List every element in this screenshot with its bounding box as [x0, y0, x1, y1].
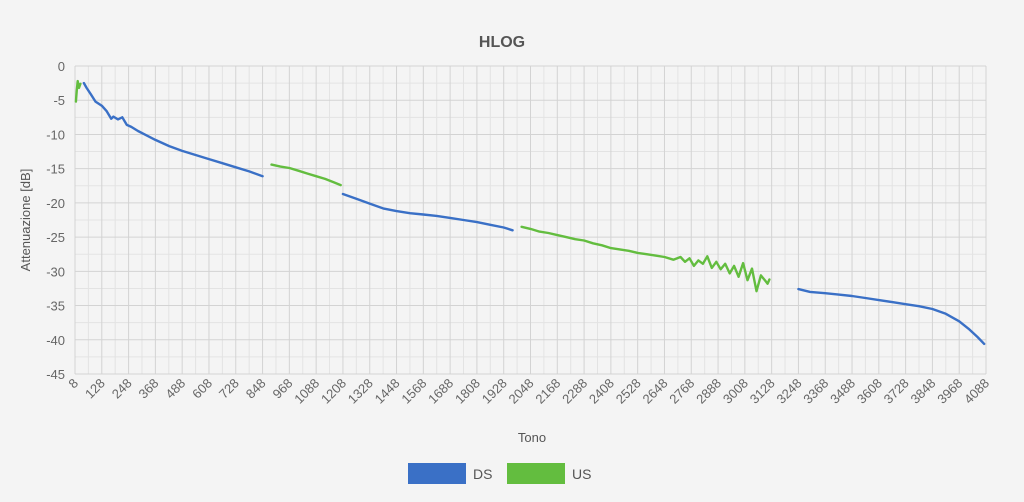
y-tick-label: -25 [46, 230, 65, 245]
legend-item-us[interactable]: US [507, 463, 591, 484]
x-tick-label: 4088 [961, 376, 992, 407]
y-tick-label: -35 [46, 299, 65, 314]
x-tick-label: 488 [162, 376, 188, 402]
grid-lines [74, 65, 987, 375]
x-axis-tick-labels: 8 128 248 368 488 608 728 848 968108812081328144… [65, 376, 992, 407]
x-tick-label: 1088 [291, 376, 322, 407]
x-tick-label: 608 [189, 376, 215, 402]
series-line-us-segment-2 [270, 163, 342, 187]
legend-item-ds[interactable]: DS [408, 463, 492, 484]
x-tick-label: 1928 [479, 376, 510, 407]
y-tick-label: -40 [46, 333, 65, 348]
y-tick-label: -15 [46, 162, 65, 177]
series-line-us-segment-1 [74, 79, 82, 103]
y-tick-label: -5 [53, 93, 65, 108]
x-tick-label: 2288 [559, 376, 590, 407]
x-tick-label: 2768 [666, 376, 697, 407]
x-tick-label: 2648 [640, 376, 671, 407]
x-axis-title: Tono [518, 430, 546, 445]
x-tick-label: 3968 [934, 376, 965, 407]
series-line-ds-segment-1 [82, 81, 264, 178]
x-tick-label: 3488 [827, 376, 858, 407]
legend: DS US [408, 463, 591, 484]
y-tick-label: -20 [46, 196, 65, 211]
x-tick-label: 248 [109, 376, 135, 402]
y-axis-tick-labels: 0 -5 -10 -15 -20 -25 -30 -35 -40 -45 [46, 59, 65, 382]
x-tick-label: 2168 [532, 376, 563, 407]
x-tick-label: 3368 [800, 376, 831, 407]
x-tick-label: 8 [65, 376, 81, 392]
x-tick-label: 128 [82, 376, 108, 402]
series-lines [74, 79, 986, 346]
legend-swatch-ds [408, 463, 466, 484]
x-tick-label: 1328 [345, 376, 376, 407]
x-tick-label: 1568 [398, 376, 429, 407]
x-tick-label: 848 [243, 376, 269, 402]
chart-title: HLOG [479, 34, 525, 51]
y-tick-label: 0 [58, 59, 65, 74]
x-tick-label: 3248 [774, 376, 805, 407]
x-tick-label: 2888 [693, 376, 724, 407]
x-tick-label: 1448 [372, 376, 403, 407]
x-tick-label: 2408 [586, 376, 617, 407]
x-tick-label: 728 [216, 376, 242, 402]
x-tick-label: 3128 [747, 376, 778, 407]
series-line-ds-segment-2 [341, 192, 514, 232]
legend-label-ds: DS [473, 466, 492, 482]
x-tick-label: 2048 [506, 376, 537, 407]
series-line-ds-segment-3 [797, 287, 986, 346]
y-tick-label: -10 [46, 127, 65, 142]
x-tick-label: 1808 [452, 376, 483, 407]
x-tick-label: 1208 [318, 376, 349, 407]
series-line-us-segment-3 [520, 225, 771, 293]
x-tick-label: 3608 [854, 376, 885, 407]
y-tick-label: -45 [46, 367, 65, 382]
x-tick-label: 3848 [907, 376, 938, 407]
x-tick-label: 1688 [425, 376, 456, 407]
y-tick-label: -30 [46, 264, 65, 279]
x-tick-label: 2528 [613, 376, 644, 407]
y-axis-title: Attenuazione [dB] [18, 169, 33, 272]
x-tick-label: 3728 [881, 376, 912, 407]
legend-swatch-us [507, 463, 565, 484]
x-tick-label: 368 [136, 376, 162, 402]
x-tick-label: 3008 [720, 376, 751, 407]
legend-label-us: US [572, 466, 591, 482]
